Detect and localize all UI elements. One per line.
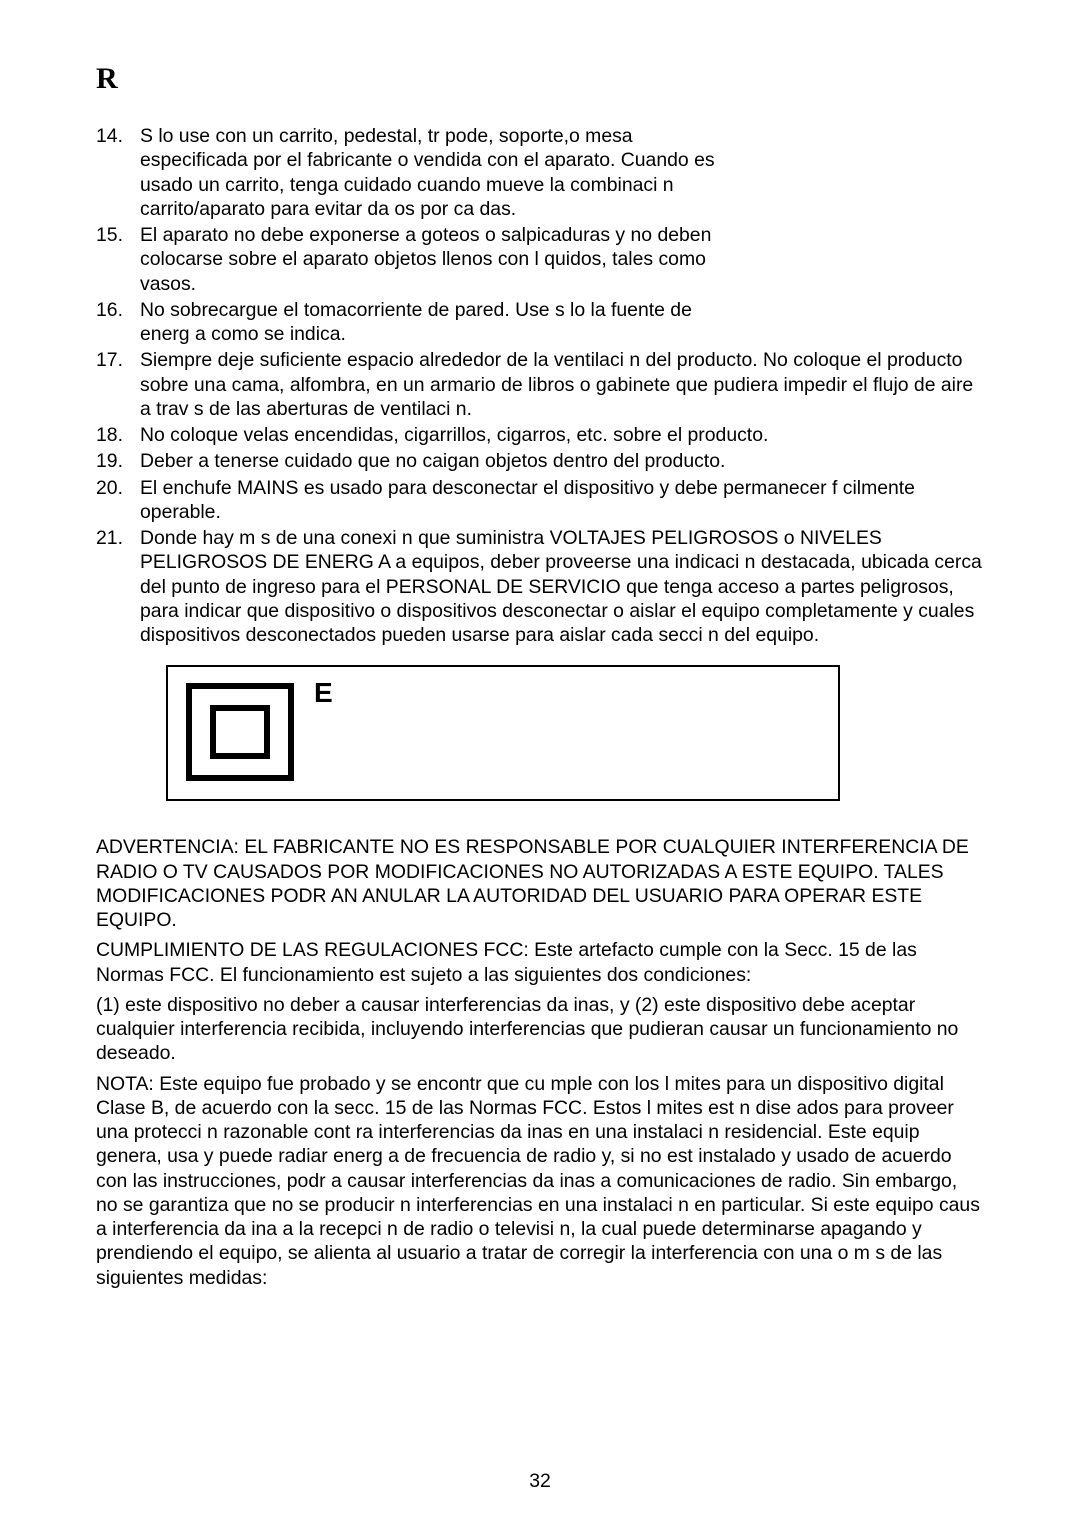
double-insulation-box: E (166, 665, 840, 801)
numbered-list: 14. S lo use con un carrito, pedestal, t… (96, 124, 984, 647)
list-text: El enchufe MAINS es usado para desconect… (140, 476, 984, 525)
box-label: E (314, 677, 333, 708)
header-glyph: R (96, 62, 984, 96)
list-item: 20. El enchufe MAINS es usado para desco… (96, 476, 984, 525)
list-text: Siempre deje suficiente espacio alrededo… (140, 348, 984, 421)
fcc-conditions-paragraph: (1) este dispositivo no deber a causar i… (96, 993, 984, 1066)
list-number: 17. (96, 348, 140, 421)
page-number: 32 (0, 1470, 1080, 1493)
page: R 14. S lo use con un carrito, pedestal,… (0, 0, 1080, 1529)
list-item: 15. El aparato no debe exponerse a goteo… (96, 223, 984, 296)
list-number: 21. (96, 526, 140, 647)
list-text: S lo use con un carrito, pedestal, tr po… (140, 124, 730, 221)
list-number: 20. (96, 476, 140, 525)
list-text: Donde hay m s de una conexi n que sumini… (140, 526, 984, 647)
fcc-note-paragraph: NOTA: Este equipo fue probado y se encon… (96, 1072, 984, 1290)
list-number: 14. (96, 124, 140, 221)
double-insulation-icon (186, 681, 292, 781)
list-item: 14. S lo use con un carrito, pedestal, t… (96, 124, 984, 221)
box-text: E (314, 675, 826, 710)
list-item: 21. Donde hay m s de una conexi n que su… (96, 526, 984, 647)
list-item: 16. No sobrecargue el tomacorriente de p… (96, 298, 984, 347)
list-item: 18. No coloque velas encendidas, cigarri… (96, 423, 984, 447)
list-item: 19. Deber a tenerse cuidado que no caiga… (96, 449, 984, 473)
list-number: 15. (96, 223, 140, 296)
list-number: 16. (96, 298, 140, 347)
list-number: 19. (96, 449, 140, 473)
fcc-compliance-paragraph: CUMPLIMIENTO DE LAS REGULACIONES FCC: Es… (96, 938, 984, 987)
list-number: 18. (96, 423, 140, 447)
list-item: 17. Siempre deje suficiente espacio alre… (96, 348, 984, 421)
warning-paragraph: ADVERTENCIA: EL FABRICANTE NO ES RESPONS… (96, 835, 984, 932)
list-text: No sobrecargue el tomacorriente de pared… (140, 298, 730, 347)
list-text: El aparato no debe exponerse a goteos o … (140, 223, 730, 296)
list-text: Deber a tenerse cuidado que no caigan ob… (140, 449, 984, 473)
list-text: No coloque velas encendidas, cigarrillos… (140, 423, 984, 447)
